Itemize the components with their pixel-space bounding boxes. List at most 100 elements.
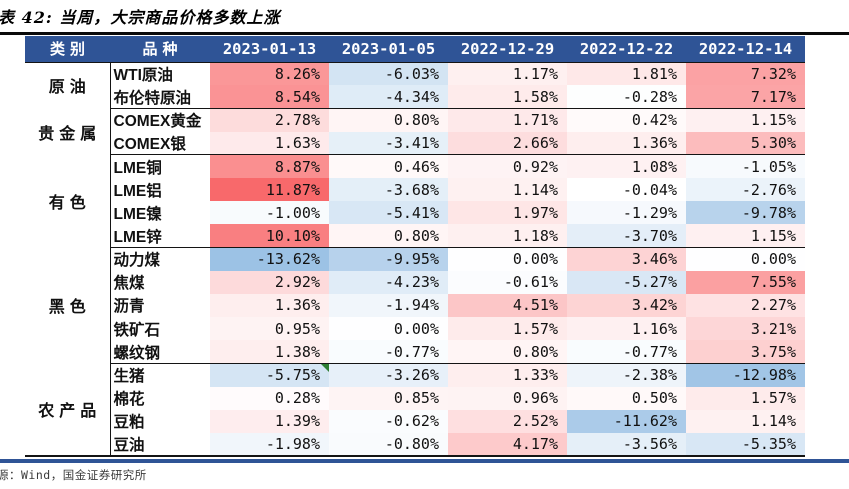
value-cell: 8.54% (210, 85, 329, 109)
commodity-name-cell: 棉花 (110, 386, 210, 410)
table-row: 螺纹钢 1.38% -0.77% 0.80% -0.77% 3.75% (25, 340, 805, 364)
value-cell: -2.38% (567, 362, 686, 387)
value-cell: 8.26% (210, 62, 329, 86)
source-note: 源：Wind，国金证券研究所 (0, 468, 147, 483)
value-cell: -4.34% (329, 85, 448, 109)
title-underline-rule (0, 32, 849, 35)
table-row: 原油 WTI原油 8.26% -6.03% 1.17% 1.81% 7.32% (25, 62, 805, 109)
commodity-name-cell: 螺纹钢 (110, 340, 210, 364)
category-cell: 原油 (25, 62, 111, 109)
value-cell: 2.66% (448, 131, 567, 155)
commodity-name-cell: 焦煤 (110, 270, 210, 294)
value-cell: -5.27% (567, 270, 686, 294)
value-cell: 0.80% (329, 107, 448, 132)
value-cell: 3.46% (567, 246, 686, 271)
value-cell: 7.17% (686, 85, 805, 109)
commodity-name-cell: WTI原油 (110, 62, 210, 86)
value-cell: 7.55% (686, 270, 805, 294)
value-cell: -3.56% (567, 433, 686, 457)
value-cell: -11.62% (567, 409, 686, 433)
value-cell: 0.80% (448, 340, 567, 364)
value-cell: -1.29% (567, 201, 686, 225)
commodity-name-cell: 铁矿石 (110, 317, 210, 341)
table-row: 铁矿石 0.95% 0.00% 1.57% 1.16% 3.21% (25, 317, 805, 341)
value-cell: 1.36% (210, 293, 329, 318)
value-cell: 1.16% (567, 317, 686, 341)
table-row: 布伦特原油 8.54% -4.34% 1.58% -0.28% 7.17% (25, 85, 805, 109)
value-cell: 0.00% (448, 246, 567, 271)
table-row: LME铝 11.87% -3.68% 1.14% -0.04% -2.76% (25, 177, 805, 202)
value-cell: 1.57% (686, 386, 805, 410)
commodity-name-cell: 沥青 (110, 293, 210, 318)
value-cell: 5.30% (686, 131, 805, 155)
table-row: 棉花 0.28% 0.85% 0.96% 0.50% 1.57% (25, 386, 805, 410)
value-cell: 1.38% (210, 340, 329, 364)
value-cell: -3.70% (567, 224, 686, 248)
value-cell: 1.08% (567, 154, 686, 178)
value-cell: -0.77% (567, 340, 686, 364)
value-cell: -0.04% (567, 177, 686, 202)
table-body: 原油 WTI原油 8.26% -6.03% 1.17% 1.81% 7.32% 布伦特原油 8.… (25, 62, 805, 457)
value-cell: 0.00% (329, 317, 448, 341)
category-cell: 农产品 (25, 363, 111, 457)
value-cell: 11.87% (210, 177, 329, 202)
value-cell: -13.62% (210, 246, 329, 271)
commodity-price-table: 类别 品种 2023-01-13 2023-01-05 2022-12-29 2022-1… (25, 35, 805, 458)
value-cell: -5.41% (329, 201, 448, 225)
table-row: 有色 LME铜 8.87% 0.46% 0.92% 1.08% -1.05% (25, 154, 805, 248)
value-cell: -6.03% (329, 62, 448, 86)
table-header-row: 类别 品种 2023-01-13 2023-01-05 2022-12-29 2022-1… (25, 35, 805, 63)
value-cell: 0.50% (567, 386, 686, 410)
commodity-name-cell: 布伦特原油 (110, 85, 210, 109)
value-cell: 3.75% (686, 340, 805, 364)
category-cell: 贵金属 (25, 108, 111, 155)
bottom-divider-bar (0, 459, 849, 464)
value-cell: 1.39% (210, 409, 329, 433)
value-cell: 1.58% (448, 85, 567, 109)
value-cell: 2.92% (210, 270, 329, 294)
table-row: 焦煤 2.92% -4.23% -0.61% -5.27% 7.55% (25, 270, 805, 294)
value-cell: 2.52% (448, 409, 567, 433)
value-cell: 0.00% (686, 246, 805, 271)
commodity-name-cell: LME镍 (110, 201, 210, 225)
value-cell: 0.80% (329, 224, 448, 248)
value-cell: 0.46% (329, 154, 448, 178)
table-row: LME镍 -1.00% -5.41% 1.97% -1.29% -9.78% (25, 201, 805, 225)
category-cell: 有色 (25, 154, 111, 248)
value-cell: 1.15% (686, 224, 805, 248)
table-row: 贵金属 COMEX黄金 2.78% 0.80% 1.71% 0.42% 1.15% (25, 107, 805, 155)
value-cell: -12.98% (686, 362, 805, 387)
column-header: 2023-01-05 (329, 35, 448, 63)
value-cell: -3.26% (329, 362, 448, 387)
value-cell: 1.71% (448, 107, 567, 132)
value-cell: 3.42% (567, 293, 686, 318)
value-cell: 7.32% (686, 62, 805, 86)
column-header: 2022-12-14 (686, 35, 805, 63)
value-cell: 1.97% (448, 201, 567, 225)
value-cell: -0.61% (448, 270, 567, 294)
value-cell: -0.62% (329, 409, 448, 433)
column-header: 品种 (110, 35, 210, 63)
value-cell: 0.92% (448, 154, 567, 178)
column-header: 2023-01-13 (210, 35, 329, 63)
value-cell: -4.23% (329, 270, 448, 294)
value-cell: 10.10% (210, 224, 329, 248)
commodity-name-cell: 动力煤 (110, 246, 210, 271)
commodity-name-cell: 生猪 (110, 362, 210, 387)
value-cell: 0.28% (210, 386, 329, 410)
value-cell: 1.63% (210, 131, 329, 155)
table-row: 沥青 1.36% -1.94% 4.51% 3.42% 2.27% (25, 293, 805, 318)
value-cell: 2.27% (686, 293, 805, 318)
table-row: 豆油 -1.98% -0.80% 4.17% -3.56% -5.35% (25, 433, 805, 457)
value-cell: -1.05% (686, 154, 805, 178)
value-cell: 1.17% (448, 62, 567, 86)
column-header: 类别 (25, 35, 110, 63)
value-cell: -3.41% (329, 131, 448, 155)
commodity-name-cell: COMEX黄金 (110, 107, 210, 132)
value-cell: 4.51% (448, 293, 567, 318)
value-cell: 0.96% (448, 386, 567, 410)
value-cell: -5.75% (210, 362, 329, 387)
value-cell: 1.14% (448, 177, 567, 202)
value-cell: 1.36% (567, 131, 686, 155)
value-cell: -9.95% (329, 246, 448, 271)
